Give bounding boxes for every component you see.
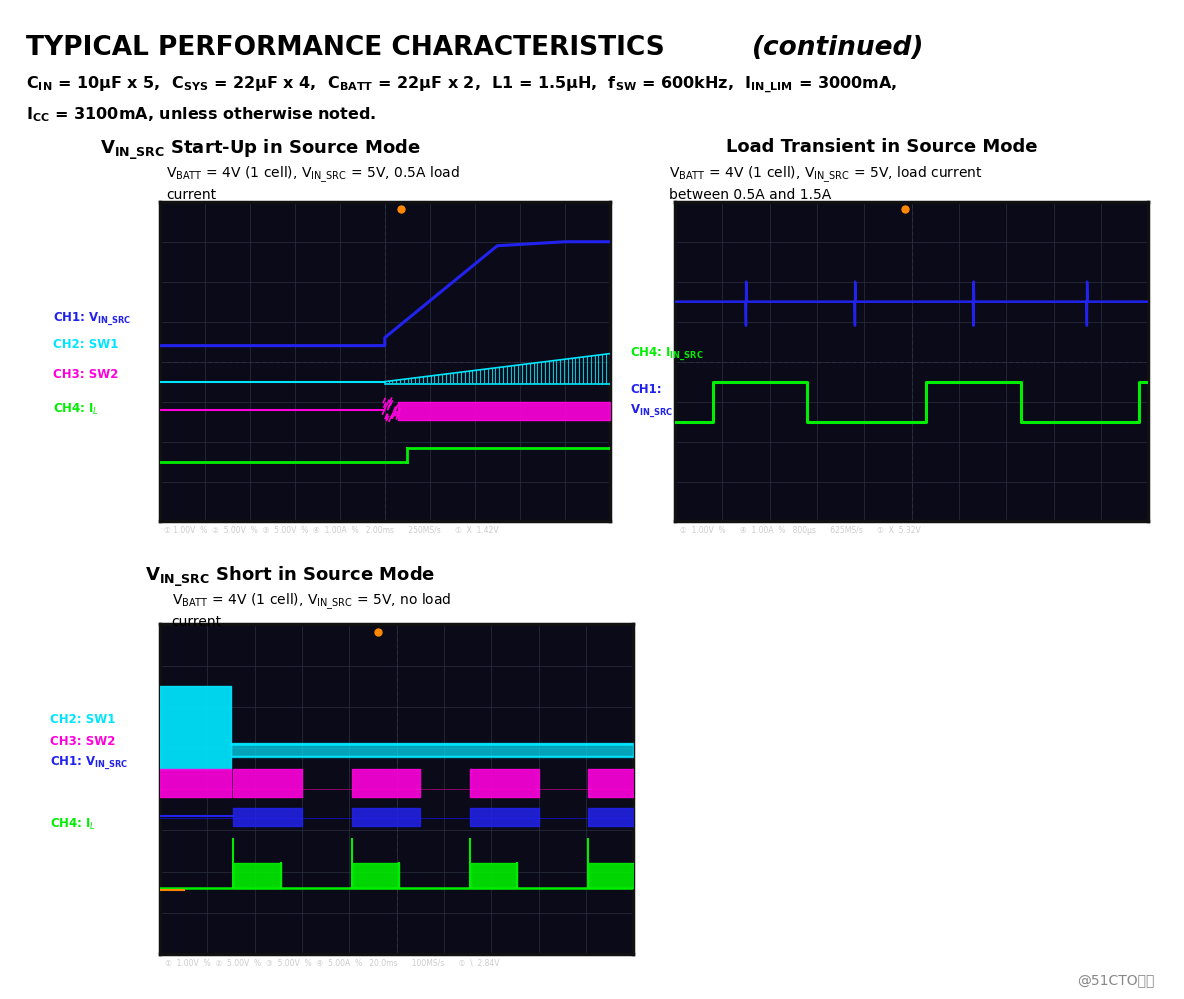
Text: CH2: SW1: CH2: SW1 [50,712,115,726]
Text: CH1:: CH1: [630,383,662,397]
Text: @51CTO博客: @51CTO博客 [1077,973,1154,987]
Text: (continued): (continued) [752,35,925,61]
Text: $\mathbf{V_{IN\_SRC}}$ Short in Source Mode: $\mathbf{V_{IN\_SRC}}$ Short in Source M… [144,564,436,588]
Text: current: current [172,615,221,629]
Text: ① 1.00V  %  ②  5.00V  %  ③  5.00V  %  ④  1.00A  %   2.00ms      250MS/s      ①  : ① 1.00V % ② 5.00V % ③ 5.00V % ④ 1.00A % … [165,525,498,535]
Text: $\mathbf{I_{CC}}$ = 3100mA, unless otherwise noted.: $\mathbf{I_{CC}}$ = 3100mA, unless other… [26,105,377,124]
Text: $\mathbf{C_{IN}}$ = 10μF x 5,  $\mathbf{C_{SYS}}$ = 22μF x 4,  $\mathbf{C_{BATT}: $\mathbf{C_{IN}}$ = 10μF x 5, $\mathbf{C… [26,75,897,95]
Text: CH4: I$_L$: CH4: I$_L$ [50,816,96,832]
Text: current: current [166,188,215,202]
Text: $\mathbf{V_{IN\_SRC}}$ Start-Up in Source Mode: $\mathbf{V_{IN\_SRC}}$ Start-Up in Sourc… [101,138,420,162]
Text: CH1: $\mathbf{V_{IN\_SRC}}$: CH1: $\mathbf{V_{IN\_SRC}}$ [50,754,128,772]
Text: ①  1.00V  %  ②  5.00V  %  ③  5.00V  %  ④  5.00A  %   20.0ms      100MS/s      ① : ① 1.00V % ② 5.00V % ③ 5.00V % ④ 5.00A % … [165,958,500,968]
Text: CH4: I$_L$: CH4: I$_L$ [53,402,99,418]
Text: CH3: SW2: CH3: SW2 [53,368,118,382]
Text: TYPICAL PERFORMANCE CHARACTERISTICS: TYPICAL PERFORMANCE CHARACTERISTICS [26,35,664,61]
Text: between 0.5A and 1.5A: between 0.5A and 1.5A [669,188,831,202]
Text: CH2: SW1: CH2: SW1 [53,338,118,352]
Text: $\mathrm{V_{BATT}}$ = 4V (1 cell), $\mathrm{V_{IN\_SRC}}$ = 5V, 0.5A load: $\mathrm{V_{BATT}}$ = 4V (1 cell), $\mat… [166,165,459,185]
Text: ①  1.00V  %      ④  1.00A  %   800μs      625MS/s      ①  X  5.32V: ① 1.00V % ④ 1.00A % 800μs 625MS/s ① X 5.… [680,525,920,535]
Text: CH4: $\mathbf{I_{IN\_SRC}}$: CH4: $\mathbf{I_{IN\_SRC}}$ [630,346,703,364]
Text: CH1: $\mathbf{V_{IN\_SRC}}$: CH1: $\mathbf{V_{IN\_SRC}}$ [53,311,131,329]
Text: $\mathrm{V_{BATT}}$ = 4V (1 cell), $\mathrm{V_{IN\_SRC}}$ = 5V, load current: $\mathrm{V_{BATT}}$ = 4V (1 cell), $\mat… [669,165,983,185]
Text: $\mathbf{V_{IN\_SRC}}$: $\mathbf{V_{IN\_SRC}}$ [630,403,673,421]
Text: $\mathrm{V_{BATT}}$ = 4V (1 cell), $\mathrm{V_{IN\_SRC}}$ = 5V, no load: $\mathrm{V_{BATT}}$ = 4V (1 cell), $\mat… [172,591,451,611]
Text: Load Transient in Source Mode: Load Transient in Source Mode [726,138,1038,156]
Text: CH3: SW2: CH3: SW2 [50,734,115,748]
